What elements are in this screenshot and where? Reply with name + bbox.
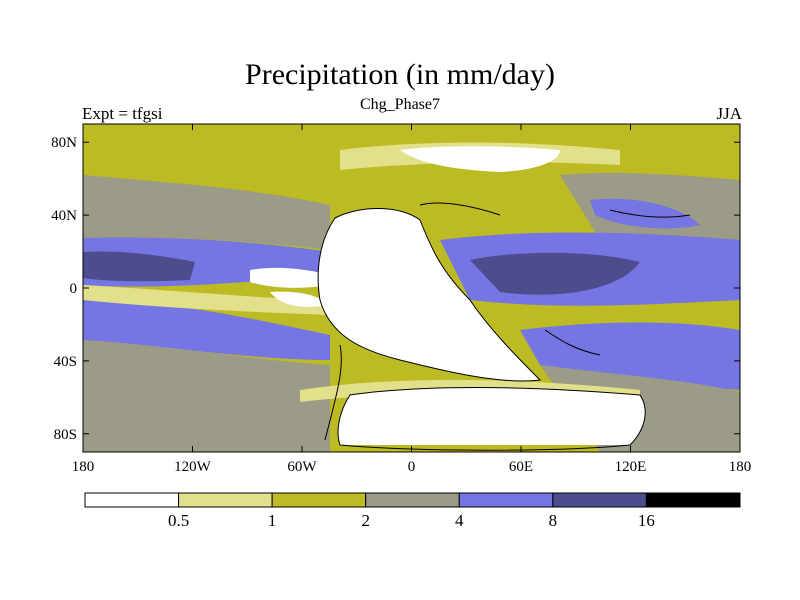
colorbar: 0.5 1 2 4 8 16 — [84, 492, 741, 530]
colorbar-level-label: 0.5 — [168, 511, 189, 530]
colorbar-swatch — [552, 492, 647, 508]
colorbar-swatch — [458, 492, 554, 508]
colorbar-level-label: 4 — [455, 511, 464, 530]
y-tick-label: 40N — [51, 208, 77, 224]
x-tick-label: 60W — [287, 459, 317, 475]
colorbar-level-label: 8 — [549, 511, 558, 530]
y-tick-label: 40S — [54, 354, 77, 370]
x-tick-label: 180 — [72, 459, 95, 475]
x-tick-label: 60E — [509, 459, 533, 475]
experiment-label: Expt = tfgsi — [82, 104, 163, 123]
season-label: JJA — [716, 104, 742, 123]
colorbar-swatch — [365, 492, 460, 508]
y-tick-label: 80N — [51, 135, 77, 151]
x-tick-label: 120E — [615, 459, 647, 475]
x-tick-label: 120W — [174, 459, 212, 475]
y-tick-label: 80S — [54, 427, 77, 443]
chart-title: Precipitation (in mm/day) — [245, 58, 555, 91]
colorbar-level-label: 2 — [361, 511, 370, 530]
colorbar-swatch — [271, 492, 367, 508]
colorbar-swatch — [645, 492, 741, 508]
y-tick-label: 0 — [70, 281, 78, 297]
x-tick-label: 180 — [729, 459, 752, 475]
y-axis: 80N 40N 0 40S 80S — [51, 135, 740, 443]
precipitation-field — [83, 124, 740, 452]
x-axis: 180 120W 60W 0 60E 120E 180 — [72, 124, 752, 475]
chart-subtitle: Chg_Phase7 — [360, 96, 440, 113]
colorbar-level-label: 16 — [638, 511, 655, 530]
x-tick-label: 0 — [408, 459, 416, 475]
colorbar-swatch — [178, 492, 273, 508]
colorbar-level-label: 1 — [268, 511, 277, 530]
colorbar-swatch — [84, 492, 180, 508]
